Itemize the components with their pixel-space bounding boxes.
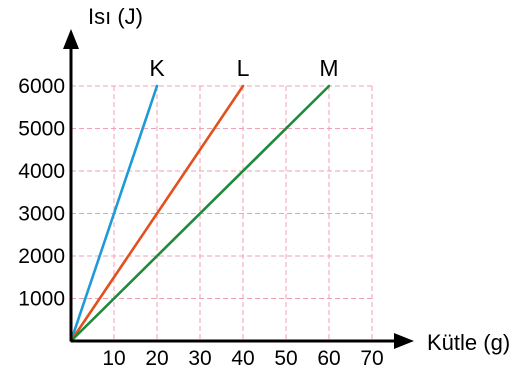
y-tick-label: 3000 bbox=[18, 203, 65, 226]
y-tick-label: 2000 bbox=[18, 245, 65, 268]
x-tick-label: 40 bbox=[231, 347, 254, 370]
series-line-k bbox=[69, 84, 159, 343]
x-axis-title: Kütle (g) bbox=[427, 330, 510, 355]
y-tick-label: 1000 bbox=[18, 288, 65, 311]
x-tick-label: 50 bbox=[274, 347, 297, 370]
series-lines bbox=[69, 84, 331, 343]
series-label-l: L bbox=[237, 55, 250, 81]
y-tick-label: 5000 bbox=[18, 118, 65, 141]
grid bbox=[71, 85, 373, 341]
x-tick-label: 60 bbox=[317, 347, 340, 370]
axes bbox=[63, 29, 414, 349]
x-tick-label: 30 bbox=[188, 347, 211, 370]
series-label-k: K bbox=[149, 55, 165, 81]
y-tick-label: 4000 bbox=[18, 160, 65, 183]
x-tick-label: 20 bbox=[145, 347, 168, 370]
labels: Isı (J) Kütle (g) K L M 10 20 30 40 50 60 70 1000 2… bbox=[18, 4, 510, 370]
x-tick-label: 70 bbox=[360, 347, 383, 370]
y-axis-title: Isı (J) bbox=[88, 4, 143, 29]
x-tick-label: 10 bbox=[102, 347, 125, 370]
series-label-m: M bbox=[319, 55, 338, 81]
x-axis-arrow-icon bbox=[394, 333, 414, 349]
y-axis-arrow-icon bbox=[63, 29, 79, 49]
series-line-l bbox=[69, 84, 245, 343]
series-line-m bbox=[69, 84, 331, 343]
y-tick-label: 6000 bbox=[18, 75, 65, 98]
